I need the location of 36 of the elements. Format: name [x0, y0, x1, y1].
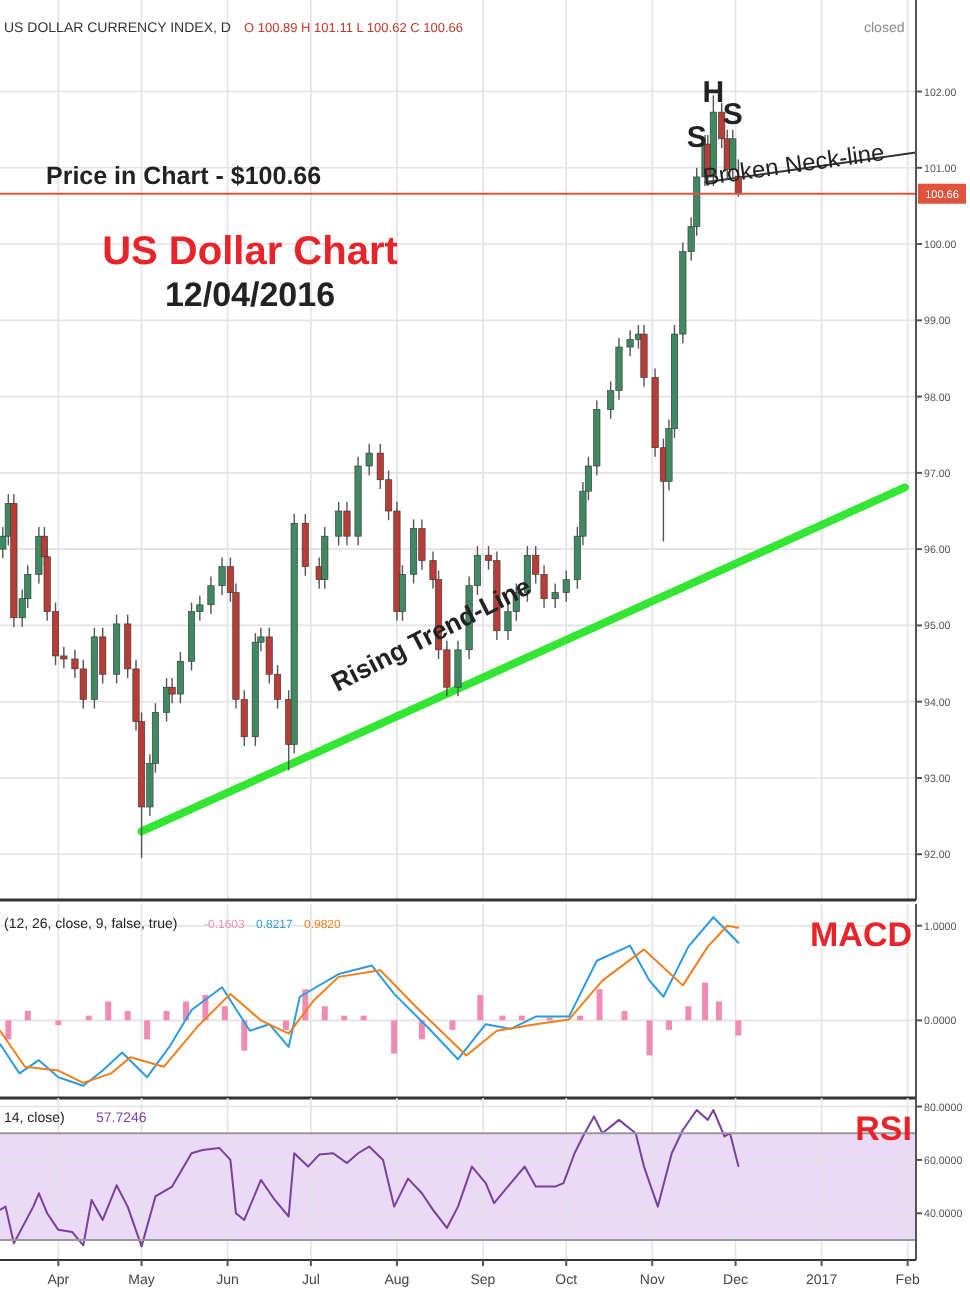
bar [321, 1006, 328, 1021]
bar [596, 989, 603, 1021]
ref-line-label: Price in Chart - $100.66 [46, 161, 322, 190]
candlestick [321, 526, 329, 590]
bar [105, 1001, 112, 1021]
bar [221, 1006, 228, 1021]
bar [702, 982, 709, 1021]
bar [735, 1020, 742, 1036]
bar [144, 1020, 151, 1040]
bar [241, 1020, 248, 1051]
candlestick [176, 651, 184, 704]
bar [282, 1020, 289, 1030]
bar [55, 1020, 62, 1026]
line-series [0, 1109, 740, 1248]
chart-title: MACD [810, 916, 912, 954]
bar [477, 994, 484, 1021]
text: US Dollar Chart [102, 230, 399, 274]
bar [449, 1020, 456, 1030]
bar [163, 1010, 170, 1021]
candlestick [335, 501, 343, 547]
bar [621, 1010, 628, 1021]
text: 12/04/2016 [164, 276, 336, 314]
chart-title: RSI [855, 1110, 912, 1148]
annotation: S [686, 120, 707, 155]
bar [646, 1020, 653, 1056]
bar [5, 1020, 12, 1040]
annotation: H [702, 75, 725, 110]
bar [391, 1020, 398, 1054]
candlestick [410, 518, 418, 585]
annotation: S [722, 97, 743, 132]
bar [124, 1010, 131, 1021]
bar [665, 1020, 672, 1030]
bar [24, 1010, 31, 1021]
bar [685, 1006, 692, 1021]
candlestick [163, 677, 171, 723]
bar [715, 1001, 722, 1021]
